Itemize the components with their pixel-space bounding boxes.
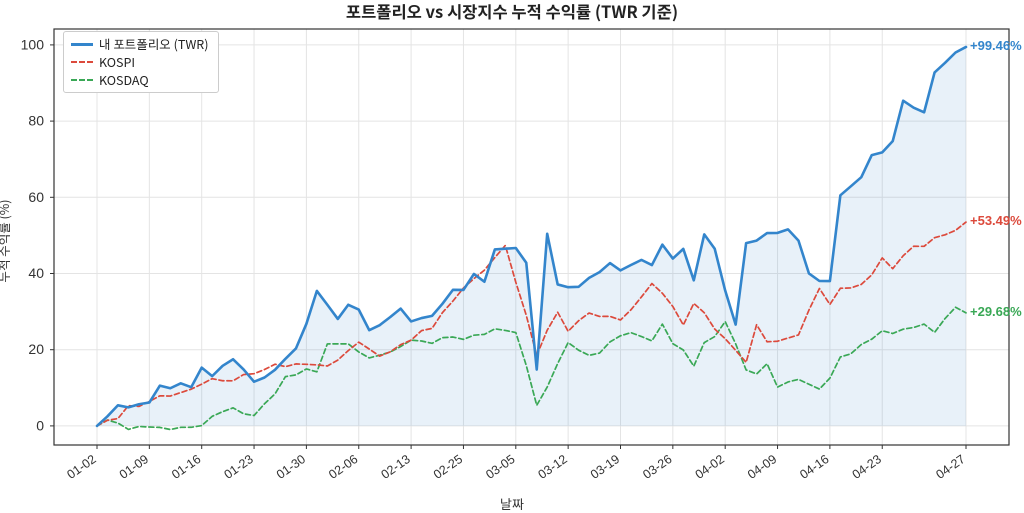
svg-text:04-16: 04-16: [797, 452, 831, 482]
svg-text:01-09: 01-09: [117, 452, 151, 482]
svg-text:0: 0: [36, 417, 44, 433]
svg-text:03-19: 03-19: [588, 452, 622, 482]
svg-text:01-02: 01-02: [64, 452, 98, 482]
svg-text:04-02: 04-02: [693, 452, 727, 482]
svg-text:01-16: 01-16: [169, 452, 203, 482]
svg-text:100: 100: [21, 36, 45, 52]
svg-text:03-05: 03-05: [483, 452, 517, 482]
svg-text:04-23: 04-23: [850, 452, 884, 482]
svg-text:04-27: 04-27: [933, 452, 967, 482]
svg-text:02-13: 02-13: [379, 452, 413, 482]
svg-text:40: 40: [28, 265, 44, 281]
svg-text:60: 60: [28, 189, 44, 205]
svg-text:01-30: 01-30: [274, 452, 308, 482]
svg-text:03-26: 03-26: [640, 452, 674, 482]
svg-text:20: 20: [28, 341, 44, 357]
svg-text:03-12: 03-12: [536, 452, 570, 482]
svg-text:02-25: 02-25: [431, 452, 465, 482]
svg-text:04-09: 04-09: [745, 452, 779, 482]
svg-text:01-23: 01-23: [222, 452, 256, 482]
svg-text:80: 80: [28, 113, 44, 129]
svg-text:02-06: 02-06: [326, 452, 360, 482]
